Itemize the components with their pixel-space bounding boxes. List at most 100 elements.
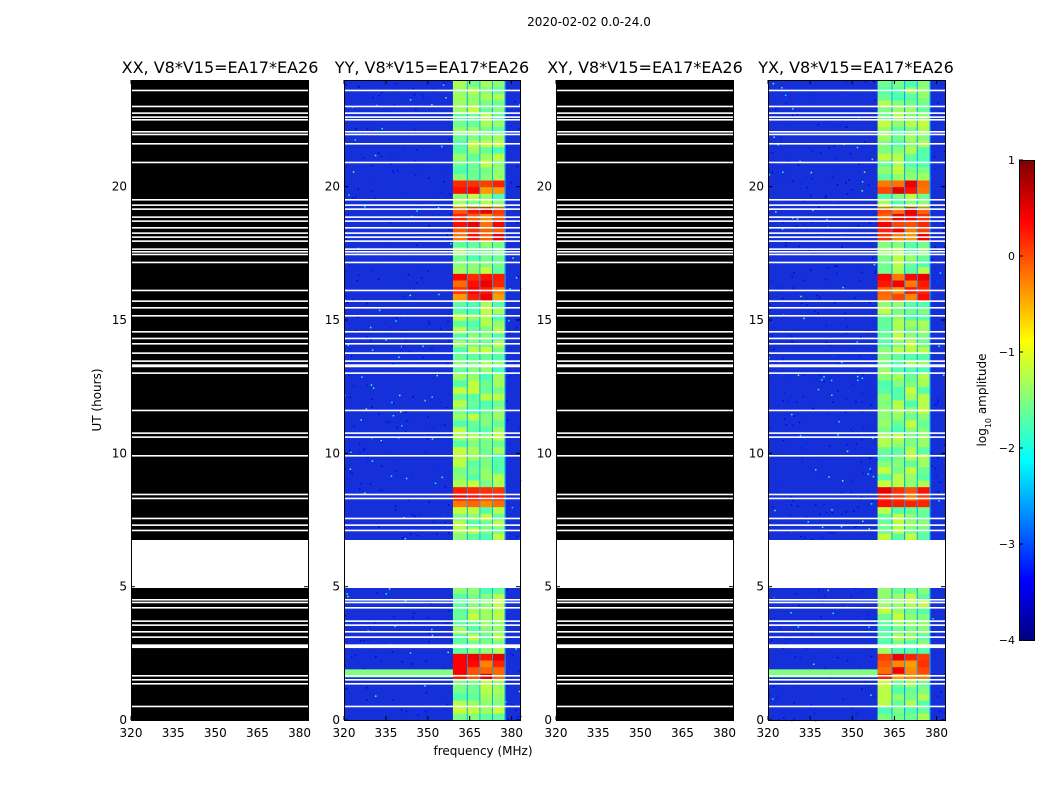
colorbar-tick-label: 0 bbox=[1008, 250, 1015, 263]
colorbar-gradient bbox=[1019, 160, 1035, 641]
panel-yx-rfi-cell bbox=[892, 293, 905, 301]
panel-yx-noise bbox=[772, 506, 774, 508]
panel-yy-noise bbox=[380, 659, 383, 662]
panel-yx-rfi-cell bbox=[917, 513, 930, 521]
panel-yy-noise bbox=[377, 625, 380, 627]
panel-yx-noise bbox=[843, 451, 845, 454]
panel-xy-xtick-label: 335 bbox=[587, 726, 610, 740]
panel-yy-noise bbox=[404, 600, 407, 602]
panel-yx-noise bbox=[798, 421, 801, 424]
panel-yx-noise bbox=[873, 263, 876, 266]
panel-yy-noise bbox=[394, 346, 397, 348]
panel-yx-noise bbox=[835, 477, 838, 480]
panel-xy-xtick-label: 350 bbox=[629, 726, 652, 740]
panel-yx-rfi-cell bbox=[877, 373, 892, 381]
panel-yy-rfi-cell bbox=[467, 366, 480, 374]
panel-xx-flag-gap bbox=[131, 208, 308, 210]
panel-yx-noise bbox=[848, 390, 850, 392]
panel-yy-rfi-cell bbox=[492, 206, 505, 214]
panel-yx-noise bbox=[805, 297, 808, 300]
panel-yy-noise bbox=[431, 634, 434, 637]
panel-yy-noise bbox=[510, 621, 512, 624]
panel-yy-noise bbox=[369, 639, 371, 641]
panel-yx-rfi-cell bbox=[917, 260, 930, 268]
panel-yy-rfi-cell bbox=[492, 653, 505, 661]
panel-yy-noise bbox=[516, 165, 518, 168]
panel-yx-noise bbox=[832, 201, 835, 203]
panel-yx-rfi-cell bbox=[917, 440, 930, 448]
panel-yx-noise bbox=[805, 647, 807, 650]
panel-yy-noise bbox=[416, 710, 418, 713]
panel-yy-rfi-cell bbox=[492, 480, 505, 488]
panel-yy-noise bbox=[345, 269, 347, 272]
panel-yy-rfi-cell bbox=[480, 586, 493, 594]
panel-yy-noise bbox=[394, 356, 396, 359]
panel-yy-noise bbox=[517, 716, 519, 718]
panel-yx-noise bbox=[869, 457, 871, 460]
panel-yx-noise bbox=[937, 491, 939, 493]
panel-yy-noise bbox=[365, 408, 368, 410]
panel-yy-noise bbox=[405, 710, 408, 713]
panel-yx-xtick-label: 365 bbox=[883, 726, 906, 740]
panel-yx-noise bbox=[799, 175, 801, 177]
panel-yx-noise bbox=[773, 617, 775, 620]
panel-yx-rfi-cell bbox=[877, 533, 892, 541]
panel-yx-rfi-cell bbox=[905, 506, 917, 514]
panel-yx-rfi-cell bbox=[905, 300, 917, 308]
panel-yy-noise bbox=[444, 167, 447, 170]
panel-yy-noise bbox=[395, 83, 397, 85]
panel-yx-rfi-cell bbox=[892, 186, 905, 194]
panel-yy-noise bbox=[448, 192, 451, 195]
panel-yy-noise bbox=[515, 709, 517, 711]
panel-xy-flag-gap bbox=[556, 307, 733, 309]
panel-yx-noise bbox=[860, 336, 862, 338]
panel-yx-title: YX, V8*V15=EA17*EA26 bbox=[757, 58, 954, 77]
panel-yy-noise bbox=[390, 252, 392, 254]
panel-yx-noise bbox=[790, 504, 793, 506]
panel-yx-rfi-cell bbox=[917, 426, 930, 434]
panel-yx-noise bbox=[819, 374, 822, 377]
panel-yy-noise bbox=[345, 166, 348, 168]
panel-yy-rfi-cell bbox=[492, 80, 505, 88]
panel-yy-noise bbox=[363, 604, 366, 606]
panel-yy-noise bbox=[347, 344, 350, 347]
panel-xy-flag-gap bbox=[556, 248, 733, 250]
panel-yy-rfi-cell bbox=[492, 253, 505, 261]
panel-yy-rfi-cell bbox=[452, 646, 467, 654]
panel-yx-rfi-cell bbox=[892, 706, 905, 714]
panel-yx-noise bbox=[825, 341, 828, 344]
panel-yy-noise bbox=[447, 651, 449, 654]
panel-xy-flag-gap bbox=[556, 352, 733, 354]
panel-yx-rfi-cell bbox=[905, 146, 917, 154]
panel-yx-rfi-cell bbox=[905, 466, 917, 474]
panel-yy-noise bbox=[380, 129, 383, 132]
panel-yx-noise bbox=[825, 475, 828, 477]
panel-yx-xtick-label: 350 bbox=[841, 726, 864, 740]
panel-yx-noise bbox=[769, 304, 771, 306]
panel-yx-noise bbox=[795, 157, 797, 160]
panel-yy-rfi-cell bbox=[480, 613, 493, 621]
panel-yx-rfi-cell bbox=[877, 606, 892, 614]
panel-yx-noise bbox=[845, 332, 848, 334]
panel-yx-rfi-cell bbox=[877, 133, 892, 141]
panel-yy-noise bbox=[406, 310, 408, 312]
panel-xx-flag-gap bbox=[131, 337, 308, 340]
panel-yx-rfi-cell bbox=[877, 180, 892, 188]
panel-yy-noise bbox=[504, 483, 507, 486]
panel-yx-noise bbox=[782, 374, 784, 376]
panel-yy-noise bbox=[385, 593, 387, 595]
panel-yy-rfi-cell bbox=[452, 660, 467, 668]
panel-yy-noise bbox=[407, 423, 410, 426]
panel-yy-noise bbox=[440, 611, 442, 614]
panel-yx-noise bbox=[876, 458, 878, 461]
panel-yx-rfi-cell bbox=[917, 160, 930, 168]
panel-yx-noise bbox=[773, 326, 776, 328]
panel-yy-rfi-cell bbox=[467, 173, 480, 181]
panel-yy-flag-gap bbox=[344, 360, 520, 362]
panel-yx-rfi-cell bbox=[917, 600, 930, 608]
panel-xx-ytick-label: 10 bbox=[112, 446, 127, 460]
panel-yx-rfi-cell bbox=[877, 293, 892, 301]
panel-yx-rfi-cell bbox=[892, 513, 905, 521]
panel-yy-noise bbox=[407, 498, 410, 501]
panel-xy-xticks: 320 335 350 365 380 bbox=[545, 80, 736, 740]
